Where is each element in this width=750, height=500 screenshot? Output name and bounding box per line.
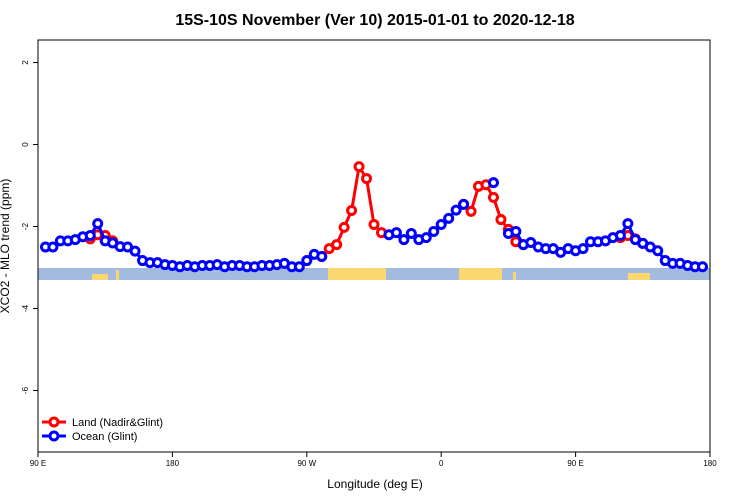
x-tick-label: 180 — [703, 459, 717, 468]
data-point — [495, 214, 507, 226]
x-tick-label: 90 E — [567, 459, 583, 468]
data-point — [368, 218, 380, 230]
y-axis-label: XCO2 - MLO trend (ppm) — [0, 179, 12, 314]
data-point — [428, 225, 440, 237]
legend-marker — [48, 430, 60, 442]
y-tick-label: -4 — [21, 304, 30, 312]
series — [39, 177, 709, 273]
data-point — [301, 255, 313, 267]
legend-marker — [48, 416, 60, 428]
data-point — [47, 241, 59, 253]
y-tick-label: 2 — [21, 60, 30, 65]
data-point — [420, 232, 432, 244]
legend-label: Ocean (Glint) — [72, 431, 137, 443]
data-point — [458, 198, 470, 210]
data-point — [450, 204, 462, 216]
data-point — [465, 205, 477, 217]
data-point — [614, 230, 626, 242]
y-tick-label: 0 — [21, 142, 30, 147]
data-point — [622, 218, 634, 230]
data-point — [435, 218, 447, 230]
data-point — [577, 243, 589, 255]
x-tick-label: 90 E — [30, 459, 46, 468]
data-point — [525, 237, 537, 249]
x-tick-label: 90 W — [297, 459, 316, 468]
data-point — [697, 261, 709, 273]
data-point — [331, 239, 343, 251]
data-point — [487, 177, 499, 189]
data-point — [293, 261, 305, 273]
data-point — [316, 250, 328, 262]
data-point — [129, 245, 141, 257]
data-point — [405, 227, 417, 239]
data-point — [443, 212, 455, 224]
x-tick-label: 0 — [439, 459, 444, 468]
legend-label: Land (Nadir&Glint) — [72, 417, 163, 429]
data-point — [361, 173, 373, 185]
legend: Land (Nadir&Glint) Ocean (Glint) — [42, 416, 163, 443]
plot-frame — [37, 39, 711, 453]
data-point — [353, 161, 365, 173]
series — [84, 161, 649, 262]
x-tick-label: 180 — [166, 459, 180, 468]
x-axis-label: Longitude (deg E) — [327, 477, 422, 491]
data-point — [398, 234, 410, 246]
data-point — [652, 245, 664, 257]
data-point — [84, 230, 96, 242]
data-point — [390, 227, 402, 239]
data-point — [346, 205, 358, 217]
data-point — [510, 225, 522, 237]
y-tick-label: -6 — [21, 386, 30, 394]
chart-title: 15S-10S November (Ver 10) 2015-01-01 to … — [175, 12, 574, 29]
data-point — [92, 218, 104, 230]
data-point — [487, 191, 499, 203]
y-tick-label: -2 — [21, 222, 30, 230]
data-point — [338, 221, 350, 233]
land-sea-strip — [38, 268, 710, 280]
